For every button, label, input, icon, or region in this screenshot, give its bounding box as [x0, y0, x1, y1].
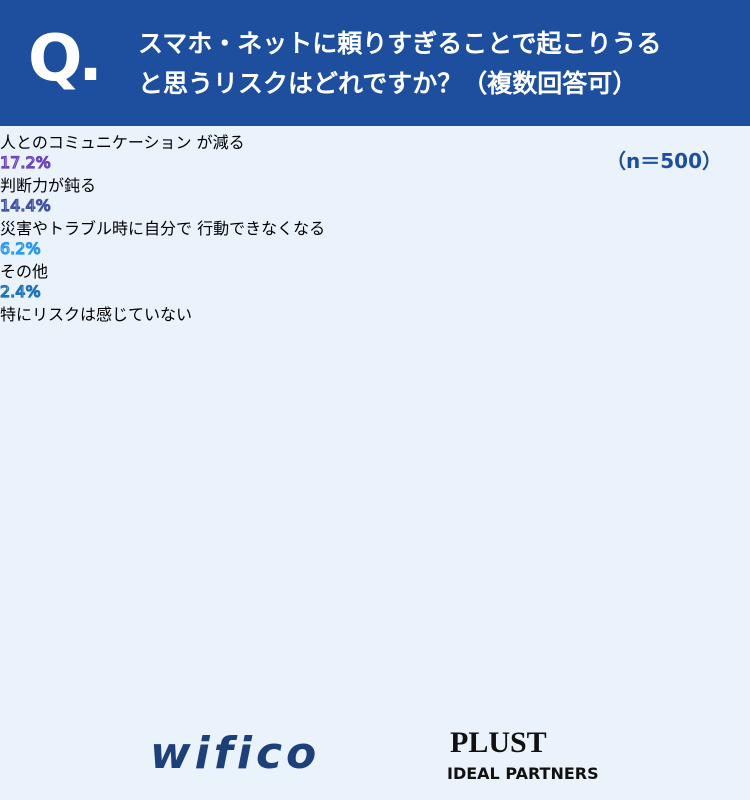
header: Q. スマホ・ネットに頼りすぎることで起こりうる と思うリスクはどれですか？（複…: [0, 0, 750, 126]
title-line: と思うリスクはどれですか？（複数回答可）: [138, 69, 638, 98]
category-label: 特にリスクは感じていない: [0, 305, 193, 324]
title-line: スマホ・ネットに頼りすぎることで起こりうる: [138, 29, 662, 58]
logo: wifico: [150, 728, 321, 779]
category-label: 判断力が鈍る: [0, 176, 97, 195]
footer: wifico PLUST IDEAL PARTNERS: [0, 722, 750, 792]
category-label: 災害やトラブル時に自分で 行動できなくなる: [0, 219, 326, 238]
logo: PLUST: [450, 726, 547, 759]
value-label: 17.2%: [0, 152, 51, 172]
value-label: 39.6%: [0, 15, 375, 34]
value-label: 6.2%: [0, 238, 41, 258]
q-mark: Q.: [28, 22, 103, 96]
value-label: 14.4%: [0, 195, 51, 215]
category-label: その他: [0, 262, 49, 281]
value-label: 27.8%: [0, 316, 375, 335]
value-label: 2.4%: [0, 281, 41, 301]
value-label: 48.2%: [0, 58, 375, 77]
category-label: 人とのコミュニケーション が減る: [0, 133, 245, 152]
logo-sub: IDEAL PARTNERS: [447, 764, 599, 783]
sample-note: （n＝500）: [606, 149, 722, 173]
